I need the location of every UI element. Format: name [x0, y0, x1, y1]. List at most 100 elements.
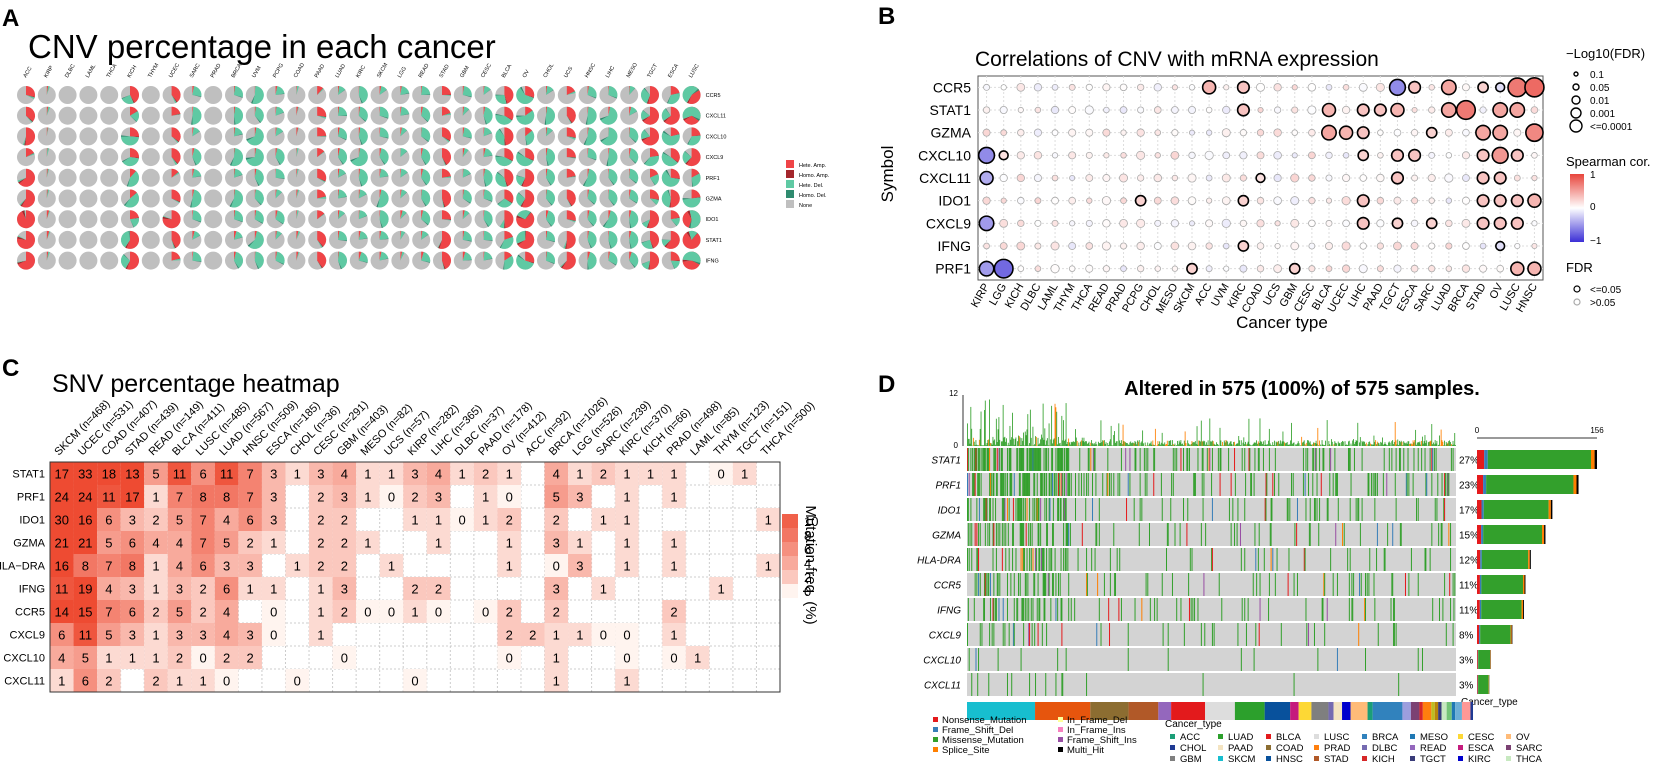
- bubble: [1410, 264, 1419, 273]
- cell-value: 1: [270, 536, 277, 551]
- mutation-cell: [1048, 573, 1050, 596]
- mutation-cell: [1036, 448, 1038, 471]
- cancer-legend-swatch: [1266, 745, 1271, 750]
- tmb-bar: [1435, 443, 1437, 446]
- tmb-bar: [1163, 444, 1165, 446]
- mutation-cell: [1015, 548, 1017, 571]
- pie-slice: [275, 260, 284, 265]
- bubble: [1188, 106, 1197, 114]
- bubble: [1154, 219, 1162, 227]
- bubble: [1051, 129, 1059, 137]
- bubble: [1390, 148, 1405, 162]
- cancer-legend-label: READ: [1420, 743, 1447, 754]
- pie-slice: [120, 231, 130, 248]
- cell-value: 11: [173, 467, 187, 482]
- cancer-legend-label: SARC: [1516, 743, 1543, 754]
- tmb-bar: [1337, 441, 1339, 446]
- heatmap-cell: [356, 600, 380, 623]
- bubble: [1273, 173, 1282, 183]
- mutation-cell: [1092, 498, 1094, 521]
- pie-slice: [670, 210, 680, 220]
- cell-value: 1: [364, 536, 371, 551]
- pie-slice: [562, 251, 576, 270]
- mutation-cell: [1237, 623, 1239, 646]
- pie-slice: [317, 115, 327, 119]
- tmb-bar: [1244, 444, 1246, 446]
- gene-pct: 17%: [1459, 506, 1479, 517]
- pie-slice: [171, 95, 178, 103]
- mutation-cell: [1005, 523, 1007, 546]
- count-bar-segment: [1481, 500, 1484, 519]
- pie-slice: [338, 148, 340, 158]
- bubble: [1256, 242, 1265, 250]
- pie-slice: [46, 168, 48, 178]
- pie-slice: [566, 189, 576, 206]
- gene-label: GZMA: [931, 125, 972, 141]
- annotation-segment: [1441, 702, 1447, 720]
- mutation-cell: [1074, 598, 1076, 621]
- mutation-cell: [1060, 598, 1062, 621]
- pie-slice: [462, 148, 469, 158]
- heatmap-cell: [73, 462, 98, 485]
- pie-slice: [462, 210, 470, 220]
- bubble: [1050, 264, 1060, 274]
- bubble: [1221, 173, 1231, 183]
- cancer-legend-label: LUAD: [1228, 732, 1253, 743]
- mutation-cell: [1002, 598, 1004, 621]
- bubble: [1170, 241, 1180, 251]
- tmb-bar: [1171, 440, 1173, 446]
- bubble: [1273, 151, 1282, 160]
- pie-slice: [275, 85, 278, 95]
- bubble: [1462, 83, 1470, 92]
- mutation-cell: [1171, 573, 1173, 596]
- cell-value: 1: [294, 559, 301, 574]
- tmb-bar: [1074, 442, 1076, 446]
- mutation-cell: [1330, 448, 1332, 471]
- cell-value: 0: [670, 651, 677, 666]
- tmb-bar: [1103, 440, 1105, 446]
- cell-value: 0: [506, 490, 513, 505]
- bubble: [1085, 242, 1094, 250]
- mutation-cell: [1431, 448, 1433, 471]
- mutation-cell: [1019, 473, 1021, 496]
- bubble: [999, 242, 1008, 250]
- cancer-legend-swatch: [1458, 734, 1463, 739]
- pie-slice: [546, 219, 552, 227]
- mutation-cell: [988, 673, 990, 696]
- heatmap-cell: [73, 531, 98, 554]
- pie-slice: [379, 115, 389, 119]
- mutation-cell: [1045, 573, 1047, 596]
- pie-slice: [17, 177, 26, 183]
- pie-slice: [379, 106, 381, 116]
- cell-value: 1: [388, 559, 395, 574]
- tmb-bar: [984, 400, 986, 446]
- pie-slice: [462, 168, 464, 178]
- mutation-cell: [967, 498, 968, 521]
- mutation-cell: [1176, 598, 1178, 621]
- tmb-bar: [1052, 443, 1053, 446]
- count-bar-segment: [1483, 525, 1543, 544]
- tmb-bar: [1310, 444, 1312, 446]
- cancer-legend-swatch: [1314, 734, 1319, 739]
- tmb-bar: [1133, 443, 1135, 446]
- heatmap-cell: [167, 531, 192, 554]
- bubble: [1236, 103, 1250, 117]
- tmb-bar: [1047, 445, 1049, 446]
- bubble: [1222, 242, 1230, 250]
- mutation-cell: [1154, 598, 1156, 621]
- cell-value: 2: [341, 559, 348, 574]
- mutation-cell: [1188, 573, 1190, 596]
- mutation-cell: [1274, 473, 1276, 496]
- pie-slice: [400, 251, 403, 261]
- tmb-bar: [1151, 444, 1153, 446]
- mutation-cell: [1188, 448, 1190, 471]
- pie-background: [141, 251, 160, 270]
- oncoplot-row-bg: [967, 648, 1456, 671]
- mutation-cell: [1127, 648, 1129, 671]
- mutation-cell: [1186, 523, 1188, 546]
- pie-slice: [192, 210, 202, 222]
- pie-slice: [358, 168, 368, 187]
- tmb-bar: [1184, 431, 1186, 446]
- pie-slice: [421, 210, 424, 220]
- bubble: [1188, 151, 1196, 159]
